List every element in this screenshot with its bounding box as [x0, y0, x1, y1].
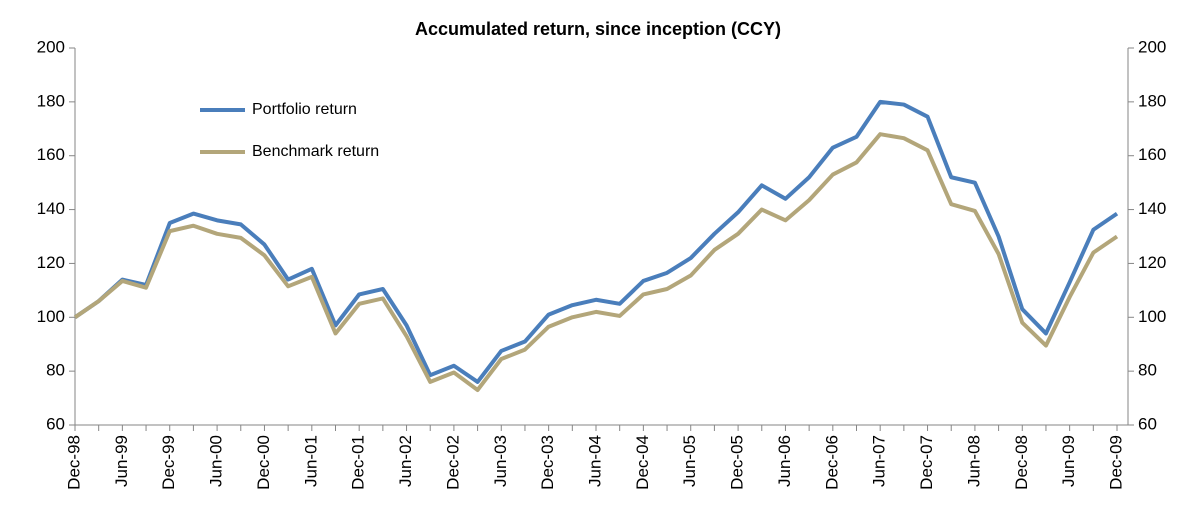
x-tick-label: Jun-02 [396, 435, 415, 487]
x-tick-label: Dec-98 [64, 435, 83, 490]
chart-title: Accumulated return, since inception (CCY… [415, 19, 781, 39]
y-tick-label: 100 [37, 307, 65, 326]
y-tick-label: 120 [37, 253, 65, 272]
x-tick-label: Dec-03 [538, 435, 557, 490]
y2-tick-label: 60 [1138, 414, 1157, 433]
x-tick-label: Dec-99 [159, 435, 178, 490]
legend-label: Benchmark return [252, 143, 379, 160]
x-tick-label: Jun-08 [964, 435, 983, 487]
y2-tick-label: 200 [1138, 37, 1166, 56]
line-series [73, 99, 1119, 384]
x-tick-label: Jun-09 [1059, 435, 1078, 487]
x-tick-label: Jun-05 [680, 435, 699, 487]
x-tick-label: Jun-06 [775, 435, 794, 487]
y-tick-label: 160 [37, 145, 65, 164]
x-tick-label: Dec-06 [822, 435, 841, 490]
x-tick-label: Jun-04 [585, 435, 604, 487]
x-tick-label: Jun-07 [870, 435, 889, 487]
y-tick-label: 60 [46, 414, 65, 433]
y2-tick-label: 80 [1138, 361, 1157, 380]
y2-tick-label: 160 [1138, 145, 1166, 164]
x-tick-label: Dec-08 [1012, 435, 1031, 490]
x-tick-label: Dec-09 [1106, 435, 1125, 490]
x-tick-label: Jun-01 [301, 435, 320, 487]
y-tick-label: 200 [37, 37, 65, 56]
y2-tick-label: 140 [1138, 199, 1166, 218]
x-tick-label: Jun-99 [112, 435, 131, 487]
x-tick-label: Dec-05 [728, 435, 747, 490]
x-tick-label: Jun-03 [491, 435, 510, 487]
line-series [73, 132, 1119, 392]
y2-tick-label: 100 [1138, 307, 1166, 326]
y2-tick-label: 180 [1138, 91, 1166, 110]
y-tick-label: 140 [37, 199, 65, 218]
x-tick-label: Dec-07 [917, 435, 936, 490]
legend-label: Portfolio return [252, 101, 357, 118]
x-tick-label: Dec-01 [349, 435, 368, 490]
x-tick-label: Dec-04 [633, 435, 652, 490]
y-tick-label: 180 [37, 91, 65, 110]
y-tick-label: 80 [46, 361, 65, 380]
x-tick-label: Dec-02 [443, 435, 462, 490]
y2-tick-label: 120 [1138, 253, 1166, 272]
x-tick-label: Jun-00 [207, 435, 226, 487]
x-tick-label: Dec-00 [254, 435, 273, 490]
